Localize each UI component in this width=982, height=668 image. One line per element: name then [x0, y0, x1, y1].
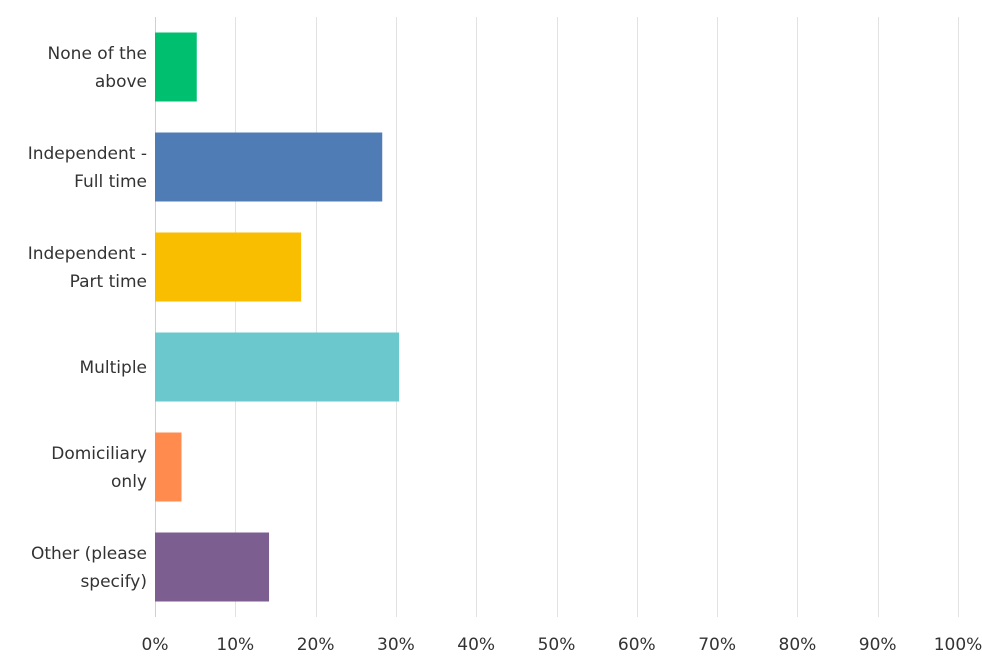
- x-tick-label: 0%: [142, 635, 169, 655]
- category-label: Independent -Part time: [28, 244, 147, 292]
- x-axis-tick-labels: 0% 10% 20% 30% 40% 50% 60% 70% 80% 90% 100%: [142, 635, 982, 655]
- x-tick-label: 40%: [457, 635, 495, 655]
- category-label: Domiciliary only: [51, 444, 147, 492]
- category-label: Independent -Full time: [28, 144, 147, 192]
- bar: [155, 532, 270, 602]
- category-label: Multiple: [79, 358, 147, 378]
- grid-lines: [155, 17, 959, 617]
- x-tick-label: 100%: [934, 635, 982, 655]
- bars: [155, 32, 400, 602]
- bar: [155, 32, 197, 102]
- category-label: Other (please specify): [31, 544, 147, 592]
- x-tick-label: 60%: [618, 635, 656, 655]
- bar: [155, 232, 302, 302]
- x-tick-label: 30%: [377, 635, 415, 655]
- x-tick-label: 80%: [779, 635, 817, 655]
- category-labels: None of the above Independent -Full time In…: [28, 44, 147, 592]
- bar: [155, 132, 383, 202]
- x-tick-label: 10%: [216, 635, 254, 655]
- bar: [155, 332, 400, 402]
- bar: [155, 432, 182, 502]
- x-tick-label: 20%: [297, 635, 335, 655]
- x-tick-label: 90%: [859, 635, 897, 655]
- category-label: None of the above: [48, 44, 147, 92]
- x-tick-label: 50%: [538, 635, 576, 655]
- x-tick-label: 70%: [698, 635, 736, 655]
